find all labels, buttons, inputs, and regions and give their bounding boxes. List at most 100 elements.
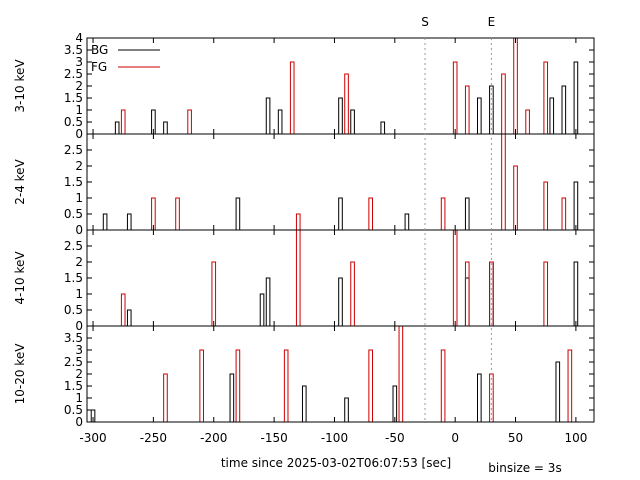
bin-mark: [350, 261, 355, 326]
legend-label: BG: [91, 43, 108, 57]
x-axis: -300 -250 -200 -150 -100 -50 0 50 100: [79, 431, 587, 445]
bin-mark: [295, 229, 301, 326]
panel-2: 0 0.5 1 1.5 2 2.5 2-4 keV: [13, 133, 595, 237]
series-bg: [114, 61, 579, 134]
bin-mark: [283, 349, 289, 422]
bin-mark: [543, 261, 549, 326]
bin-mark: [452, 229, 458, 326]
y-tick-label: 0.5: [64, 115, 83, 129]
bin-mark: [120, 109, 126, 134]
bin-mark: [368, 349, 373, 422]
bin-mark: [440, 197, 446, 230]
bin-mark: [235, 349, 241, 422]
bin-mark: [513, 165, 518, 230]
y-tick-label: 0.5: [64, 207, 83, 221]
bin-mark: [398, 325, 404, 422]
panel-frame: [86, 133, 595, 231]
bin-mark: [301, 385, 307, 422]
y-tick-label: 2.5: [64, 143, 83, 157]
x-tick-label: -300: [79, 431, 106, 445]
bin-mark: [344, 397, 349, 422]
bin-mark: [163, 121, 168, 134]
y-tick-label: 1.5: [64, 91, 83, 105]
panel-3: 0 0.5 1 1.5 2 2.5 4-10 keV: [13, 229, 595, 333]
bin-mark: [126, 309, 132, 326]
bin-mark: [489, 85, 494, 134]
bin-mark: [368, 197, 373, 230]
bin-mark: [440, 349, 446, 422]
series-bg: [126, 261, 579, 326]
y-tick-label: 1.5: [64, 379, 83, 393]
y-tick-label: 2: [75, 159, 83, 173]
legend-label: FG: [91, 60, 107, 74]
y-tick-label: 3.5: [64, 331, 83, 345]
y-tick-label: 2: [75, 255, 83, 269]
y-tick-label: 2.5: [64, 67, 83, 81]
bin-mark: [350, 109, 355, 134]
y-tick-label: 1: [75, 391, 83, 405]
y-tick-label: 1: [75, 103, 83, 117]
bin-mark: [265, 97, 271, 134]
bin-mark: [102, 213, 108, 230]
panel-4: 00.511.522.533.5 10-20 keV: [13, 325, 595, 429]
bin-mark: [477, 373, 482, 422]
y-tick-label: 2: [75, 79, 83, 93]
bin-mark: [501, 133, 506, 230]
y-tick-label: 1.5: [64, 271, 83, 285]
y-tick-label: 1: [75, 287, 83, 301]
bin-mark: [338, 197, 343, 230]
y-axis-label: 4-10 keV: [13, 251, 27, 305]
marker-label: S: [421, 15, 429, 29]
bin-mark: [114, 121, 120, 134]
y-tick-label: 1: [75, 191, 83, 205]
bin-mark: [338, 97, 343, 134]
x-tick-label: -100: [321, 431, 348, 445]
bin-mark: [90, 409, 96, 422]
bin-mark: [464, 85, 470, 134]
bin-mark: [477, 97, 482, 134]
y-tick-label: 2: [75, 367, 83, 381]
bin-mark: [452, 61, 458, 134]
bin-mark: [404, 213, 410, 230]
panel-frame: [86, 37, 595, 135]
bin-mark: [567, 349, 573, 422]
bin-mark: [229, 373, 235, 422]
y-tick-label: 0.5: [64, 403, 83, 417]
x-tick-label: 100: [564, 431, 587, 445]
bin-mark: [561, 85, 567, 134]
x-tick-label: -250: [140, 431, 167, 445]
series-fg: [120, 37, 549, 134]
bin-mark: [501, 73, 506, 134]
bin-mark: [555, 361, 561, 422]
y-tick-label: 0: [75, 415, 83, 429]
bin-mark: [549, 97, 555, 134]
bin-mark: [525, 109, 530, 134]
y-tick-label: 0: [75, 223, 83, 237]
bin-mark: [151, 197, 156, 230]
marker-label: E: [488, 15, 496, 29]
chart-panels: 00.511.522.533.543-10 keV00.511.522.52-4…: [13, 31, 595, 429]
y-tick-label: 0.5: [64, 303, 83, 317]
bin-mark: [295, 213, 301, 230]
bin-mark: [464, 197, 470, 230]
bin-mark: [235, 197, 241, 230]
bin-mark: [151, 109, 156, 134]
bin-mark: [163, 373, 168, 422]
x-tick-label: -50: [385, 431, 405, 445]
panel-frame: [86, 325, 595, 423]
y-tick-label: 0: [75, 319, 83, 333]
y-tick-label: 2.5: [64, 355, 83, 369]
bin-mark: [199, 349, 204, 422]
bin-mark: [392, 385, 398, 422]
bin-mark: [380, 121, 386, 134]
legend: BG FG: [91, 43, 160, 74]
bin-mark: [265, 277, 271, 326]
panel-1: 00.511.522.533.54 3-10 keV: [13, 31, 595, 141]
y-tick-label: 3: [75, 343, 83, 357]
y-tick-label: 1.5: [64, 175, 83, 189]
binsize-note: binsize = 3s: [488, 461, 561, 475]
y-tick-label: 3.5: [64, 43, 83, 57]
bin-mark: [464, 277, 470, 326]
series-fg: [151, 133, 567, 230]
